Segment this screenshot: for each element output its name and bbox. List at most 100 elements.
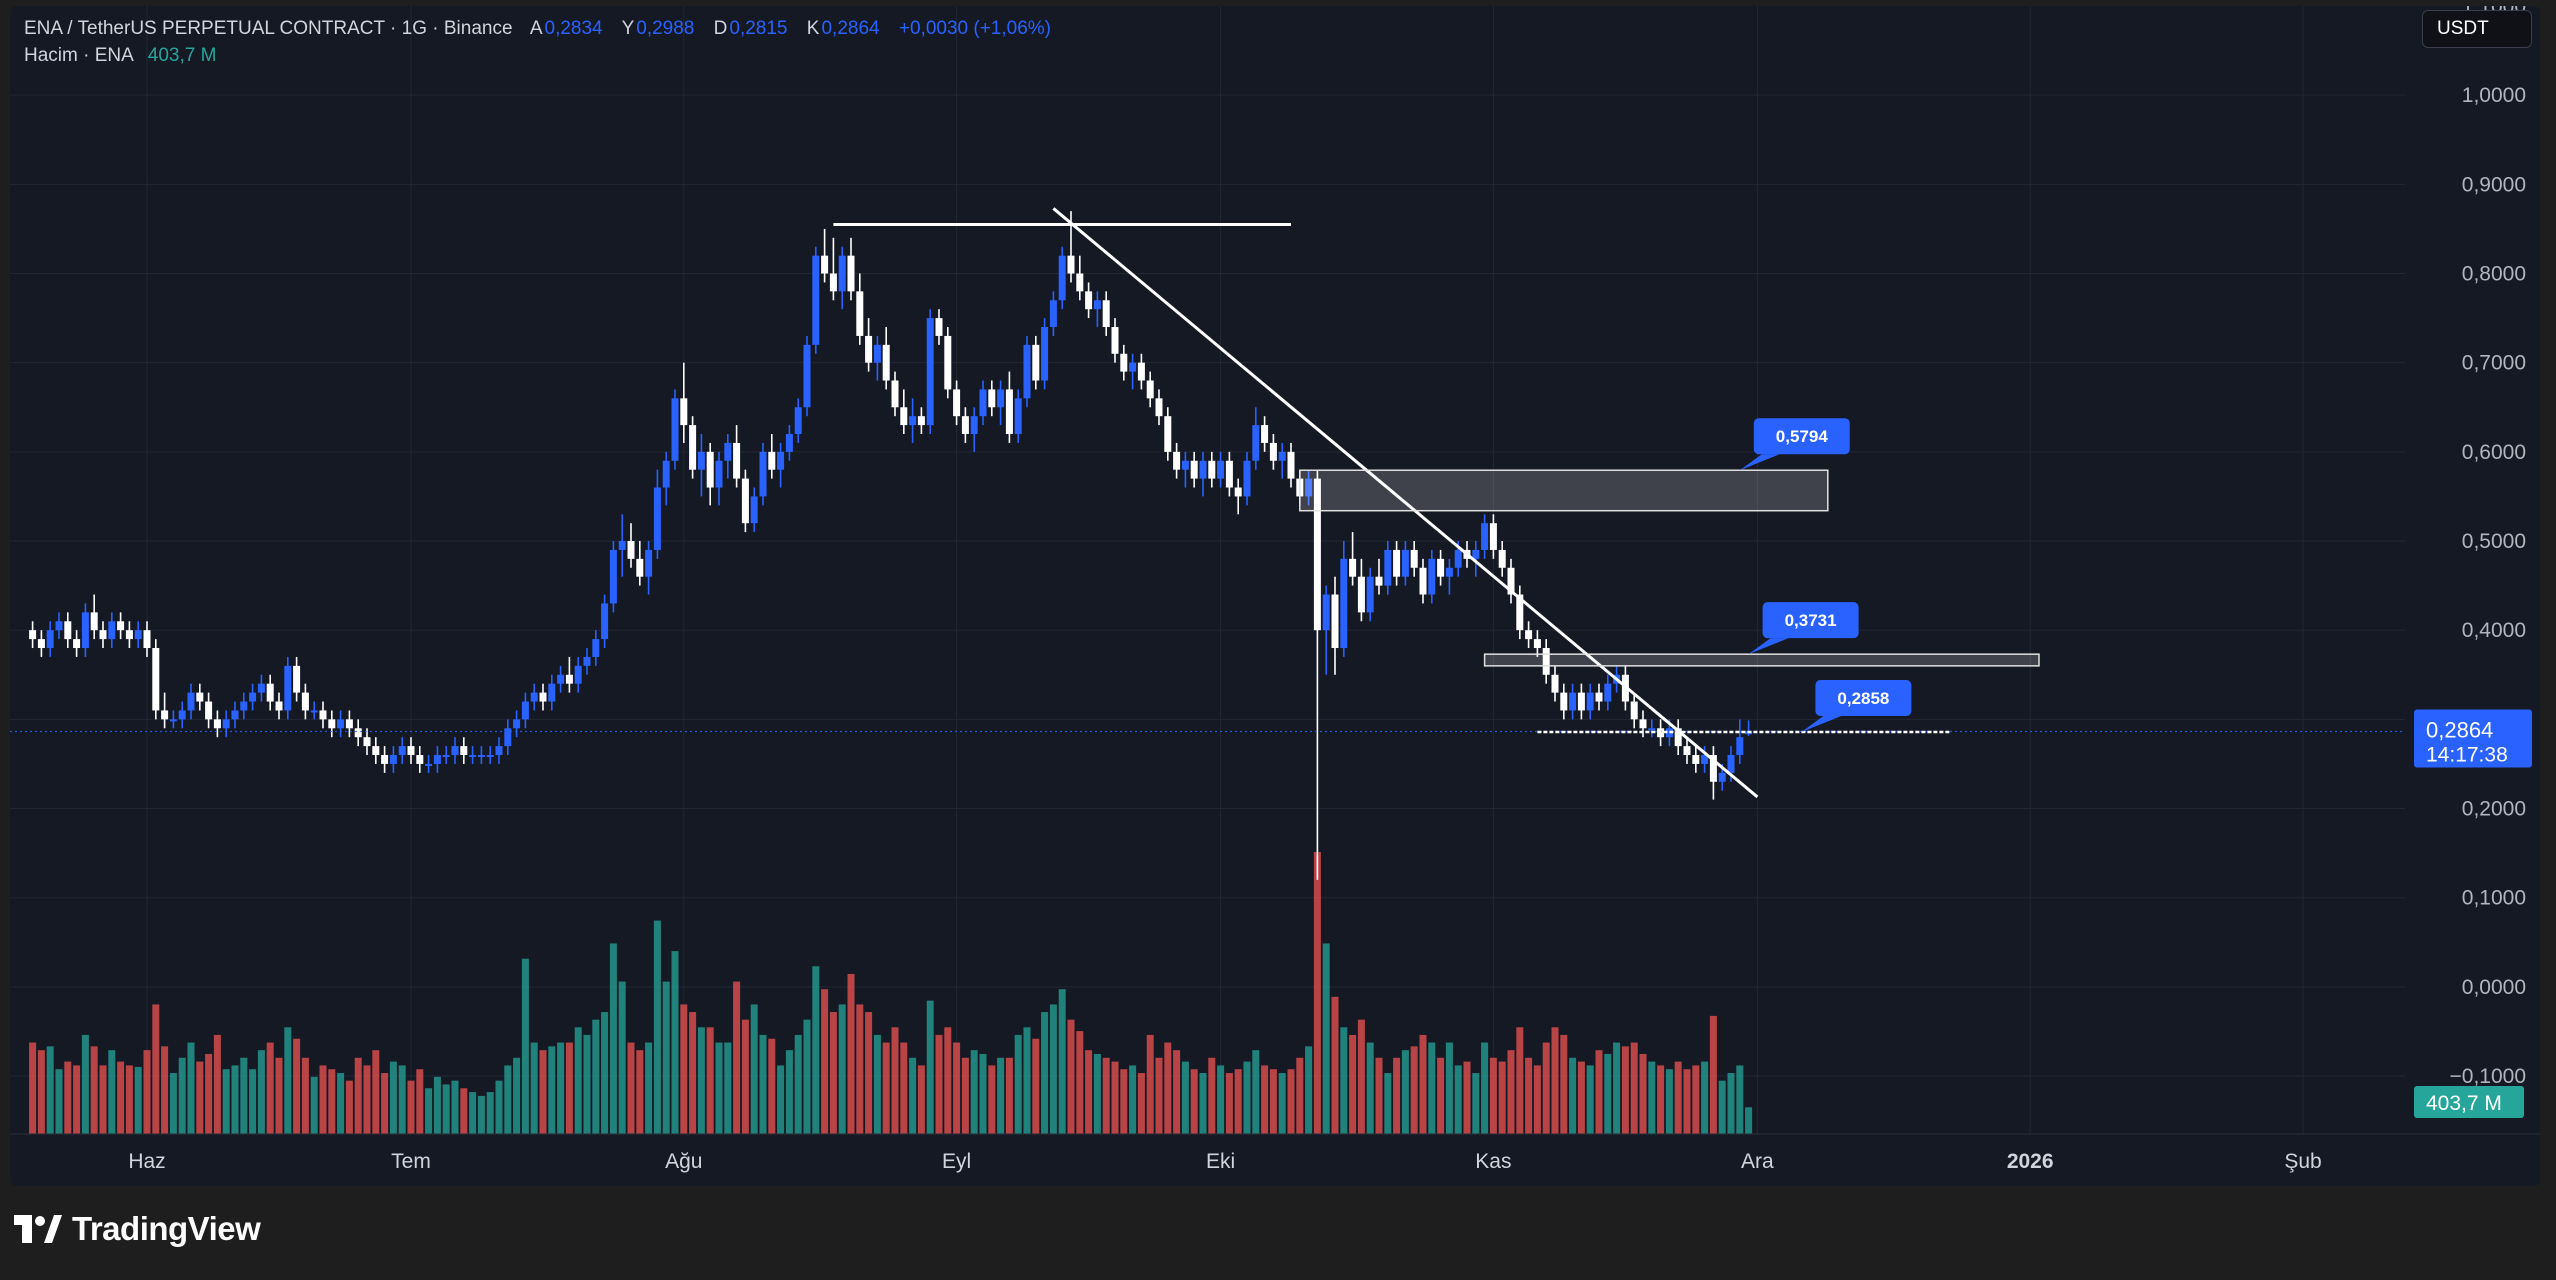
volume-bar — [1252, 1050, 1260, 1134]
volume-bar — [1489, 1057, 1497, 1134]
candle-body — [108, 621, 116, 640]
high-value: 0,2988 — [636, 18, 695, 39]
volume-bar — [1745, 1107, 1753, 1134]
candle-body — [425, 763, 433, 766]
candle-body — [1507, 567, 1515, 595]
volume-bar — [29, 1042, 37, 1134]
volume-badge-value: 403,7 M — [2426, 1092, 2502, 1115]
volume-bar — [662, 981, 670, 1134]
price-chart[interactable]: 0,5794 0,3731 0,2858 1,0000 0,9000 0,8000 0,7… — [10, 6, 2540, 1186]
candle-body — [873, 344, 881, 363]
candle-body — [1472, 549, 1480, 559]
candle-body — [161, 710, 169, 720]
candle-body — [706, 451, 714, 488]
candle-body — [143, 630, 151, 649]
axes: 1,0000 0,9000 0,8000 0,7000 0,6000 0,5000 0,40… — [10, 6, 2540, 1173]
volume-bar — [750, 1004, 758, 1134]
candle-body — [627, 541, 635, 559]
volume-bar — [1665, 1069, 1673, 1134]
y-tick-label: 0,9000 — [2462, 173, 2526, 196]
candle-body — [46, 630, 54, 649]
candle-body — [926, 318, 934, 426]
candle-body — [266, 683, 274, 702]
volume-bar — [1498, 1061, 1506, 1134]
volume-bar — [1313, 852, 1321, 1134]
volume-bar — [152, 1004, 160, 1134]
volume-bar — [583, 1034, 591, 1134]
candle-body — [451, 746, 459, 756]
candle-body — [486, 755, 494, 758]
candle-body — [1551, 674, 1559, 693]
symbol-title[interactable]: ENA / TetherUS PERPETUAL CONTRACT · 1G ·… — [24, 18, 513, 39]
candle-body — [1454, 549, 1462, 568]
volume-bar — [354, 1057, 362, 1134]
volume-bar — [1410, 1046, 1418, 1134]
candle-body — [1155, 398, 1163, 417]
volume-bar — [759, 1034, 767, 1134]
candle-body — [372, 746, 380, 756]
candle-body — [1542, 648, 1550, 675]
candle-body — [917, 416, 925, 426]
candle-body — [829, 273, 837, 292]
candle-body — [284, 665, 292, 711]
volume-bar — [715, 1042, 723, 1134]
candle-body — [407, 746, 415, 756]
candle-body — [1225, 460, 1233, 488]
x-tick-label: Eyl — [942, 1150, 971, 1173]
volume-bar — [909, 1057, 917, 1134]
candle-body — [301, 692, 309, 711]
volume-bar — [838, 1004, 846, 1134]
volume-bar — [1278, 1073, 1286, 1134]
volume-bar — [926, 1000, 934, 1134]
volume-bar — [1111, 1061, 1119, 1134]
volume-bar — [99, 1065, 107, 1134]
candle-body — [249, 692, 257, 702]
candle-body — [741, 478, 749, 524]
candle-body — [1146, 380, 1154, 399]
candle-body — [1445, 567, 1453, 577]
currency-button[interactable]: USDT — [2422, 10, 2532, 48]
candle-body — [891, 380, 899, 408]
callout-pointer — [1801, 716, 1842, 733]
chart-panel[interactable]: 0,5794 0,3731 0,2858 1,0000 0,9000 0,8000 0,7… — [10, 6, 2540, 1186]
tradingview-logo[interactable]: TradingView — [14, 1210, 261, 1248]
volume-bar — [293, 1038, 301, 1134]
candle-body — [680, 398, 688, 426]
volume-bar — [1683, 1069, 1691, 1134]
candle-body — [1252, 425, 1260, 461]
candle-body — [1401, 549, 1409, 577]
volume-bar — [257, 1050, 265, 1134]
candle-body — [125, 630, 133, 640]
candle-body — [231, 710, 239, 720]
volume-bar — [917, 1065, 925, 1134]
volume-bar — [865, 1012, 873, 1134]
volume-bar — [539, 1050, 547, 1134]
volume-bar — [1322, 943, 1330, 1134]
candle-body — [1305, 478, 1313, 497]
legend-volume-row: Hacim · ENA 403,7 M — [24, 45, 218, 67]
volume-bar — [821, 989, 829, 1134]
volume-bar — [988, 1065, 996, 1134]
countdown-value: 14:17:38 — [2426, 743, 2508, 766]
candle-body — [838, 255, 846, 292]
candle-body — [293, 665, 301, 693]
drawings[interactable]: 0,5794 0,3731 0,2858 — [10, 207, 2405, 799]
candle-body — [90, 612, 98, 631]
volume-bar — [627, 1042, 635, 1134]
volume-bar — [1225, 1073, 1233, 1134]
volume-bar — [1727, 1073, 1735, 1134]
y-tick-label: 0,8000 — [2462, 263, 2526, 286]
volume-badge-bg — [2414, 1086, 2524, 1118]
candle-body — [1340, 558, 1348, 649]
candle-body — [1093, 300, 1101, 310]
y-tick-label: 0,7000 — [2462, 352, 2526, 375]
volume-bar — [785, 1050, 793, 1134]
volume-bar — [284, 1027, 292, 1134]
candle-body — [715, 460, 723, 488]
volume-bar — [196, 1061, 204, 1134]
volume-label[interactable]: Hacim · ENA — [24, 45, 134, 66]
volume-bar — [301, 1057, 309, 1134]
candle-body — [222, 719, 230, 729]
candle-body — [1181, 460, 1189, 470]
volume-bar — [1287, 1069, 1295, 1134]
